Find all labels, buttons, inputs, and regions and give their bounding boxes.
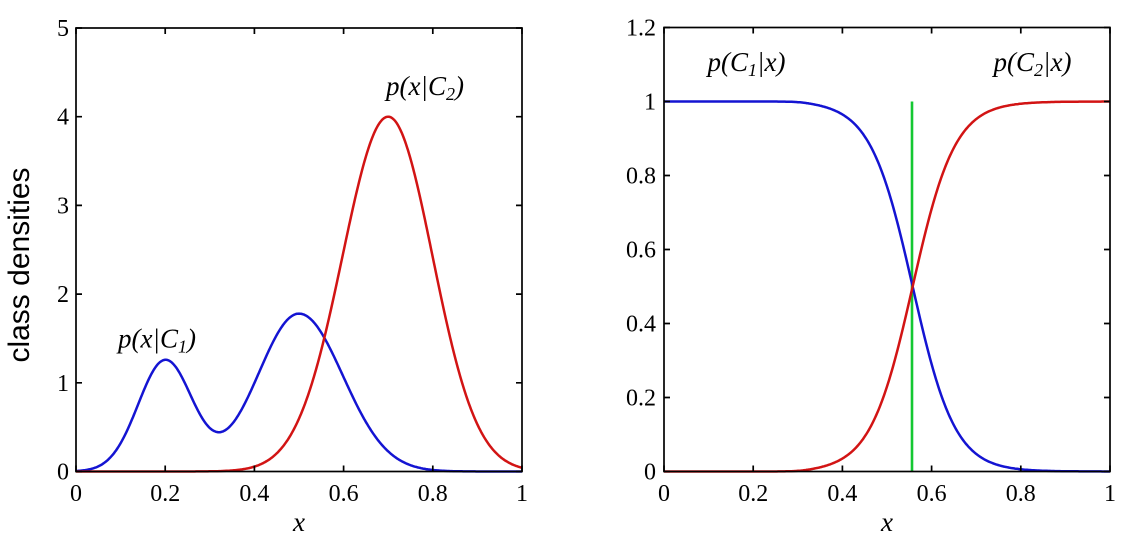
svg-text:0: 0 (57, 460, 69, 486)
svg-text:0.4: 0.4 (239, 481, 269, 507)
svg-text:3: 3 (57, 193, 69, 219)
svg-text:0.2: 0.2 (738, 481, 768, 507)
svg-text:0.4: 0.4 (626, 312, 656, 338)
svg-text:0.2: 0.2 (150, 481, 180, 507)
svg-text:class densities: class densities (3, 167, 36, 362)
svg-text:0: 0 (658, 481, 670, 507)
svg-text:5: 5 (57, 16, 69, 42)
svg-text:p(C1|x): p(C1|x) (706, 47, 786, 80)
svg-text:0.6: 0.6 (917, 481, 947, 507)
svg-text:1: 1 (1104, 481, 1116, 507)
svg-text:1: 1 (57, 371, 69, 397)
svg-text:2: 2 (57, 282, 69, 308)
svg-text:1: 1 (516, 481, 528, 507)
svg-text:0.8: 0.8 (418, 481, 448, 507)
svg-text:p(C2|x): p(C2|x) (992, 47, 1072, 80)
svg-text:0.6: 0.6 (626, 238, 656, 264)
svg-text:0.2: 0.2 (626, 386, 656, 412)
svg-text:0: 0 (70, 481, 82, 507)
svg-text:0.8: 0.8 (626, 164, 656, 190)
svg-text:0.4: 0.4 (827, 481, 857, 507)
svg-text:1: 1 (644, 90, 656, 116)
svg-text:1.2: 1.2 (626, 16, 656, 42)
svg-text:x: x (880, 507, 893, 537)
svg-text:x: x (292, 507, 305, 537)
svg-text:0.6: 0.6 (329, 481, 359, 507)
svg-text:0: 0 (644, 460, 656, 486)
svg-text:4: 4 (57, 105, 69, 131)
svg-text:0.8: 0.8 (1006, 481, 1036, 507)
